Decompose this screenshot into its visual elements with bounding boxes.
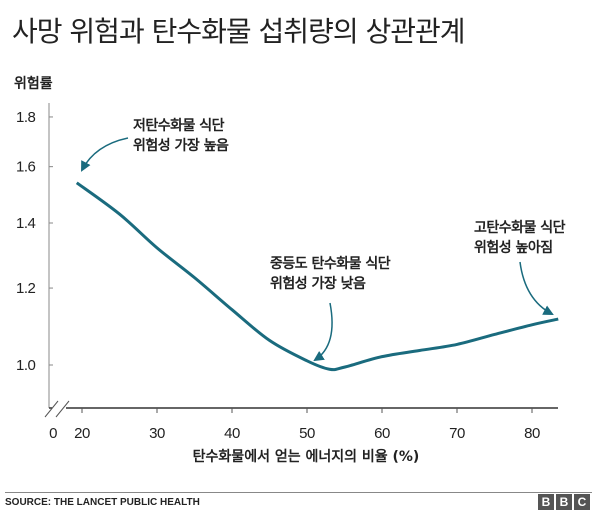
bbc-logo: B B C [538,494,590,510]
x-tick-label: 50 [299,425,315,442]
annotation-arrow [313,302,333,362]
y-tick-label: 1.2 [16,280,36,297]
x-tick-label: 40 [224,425,240,442]
y-tick-label: 1.8 [16,109,36,126]
x-tick-label: 20 [74,425,90,442]
logo-letter: B [556,494,572,510]
x-tick-label: 0 [49,425,57,442]
line-chart: 위험률 1.8 1.6 1.4 1.2 1.0 0 20 30 40 50 60 70 80 탄수화물에서 … [14,75,566,465]
axis-break-mark [55,400,70,418]
x-tick-label: 70 [449,425,465,442]
annotation-arrow [81,137,129,172]
annotation-text: 위험성 가장 낮음 [270,275,366,292]
y-tick-label: 1.4 [16,215,36,232]
y-tick-label: 1.6 [16,159,36,176]
chart-title: 사망 위험과 탄수화물 섭취량의 상관관계 [12,15,466,48]
footer-divider [5,492,592,493]
logo-letter: C [574,494,590,510]
annotation-text: 중등도 탄수화물 식단 [270,255,391,272]
annotation-arrow [519,261,554,315]
annotation-text: 고탄수화물 식단 [474,219,566,236]
y-tick-label: 1.0 [16,357,36,374]
annotation-text: 위험성 높아짐 [474,239,553,256]
annotation-text: 저탄수화물 식단 [133,117,225,134]
x-tick-label: 80 [524,425,540,442]
x-tick-label: 30 [149,425,165,442]
x-tick-label: 60 [374,425,390,442]
axis-break-gap [52,406,66,411]
annotation-text: 위험성 가장 높음 [133,137,229,154]
source-note: SOURCE: THE LANCET PUBLIC HEALTH [5,497,200,508]
y-axis-label: 위험률 [14,75,53,92]
logo-letter: B [538,494,554,510]
x-axis-label: 탄수화물에서 얻는 에너지의 비율 (%) [193,448,420,465]
axis-break-mark [44,400,59,418]
risk-line-series [75,181,559,372]
